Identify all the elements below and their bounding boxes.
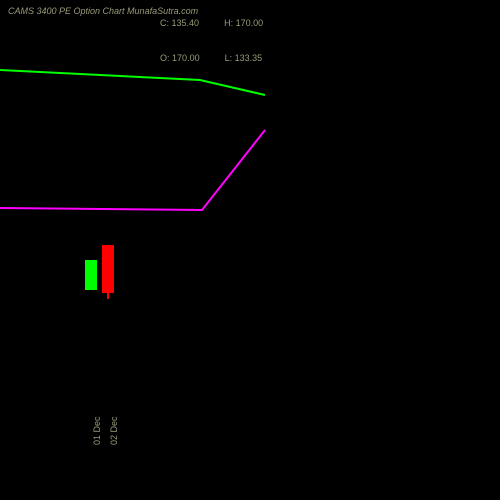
- candle-2-body: [102, 245, 114, 293]
- x-label-2: 02 Dec: [109, 416, 119, 445]
- candle-2-wick: [107, 293, 109, 299]
- chart-svg: [0, 0, 500, 500]
- upper-line: [0, 70, 265, 95]
- x-label-1: 01 Dec: [92, 416, 102, 445]
- lower-line: [0, 130, 265, 210]
- candle-1-body: [85, 260, 97, 290]
